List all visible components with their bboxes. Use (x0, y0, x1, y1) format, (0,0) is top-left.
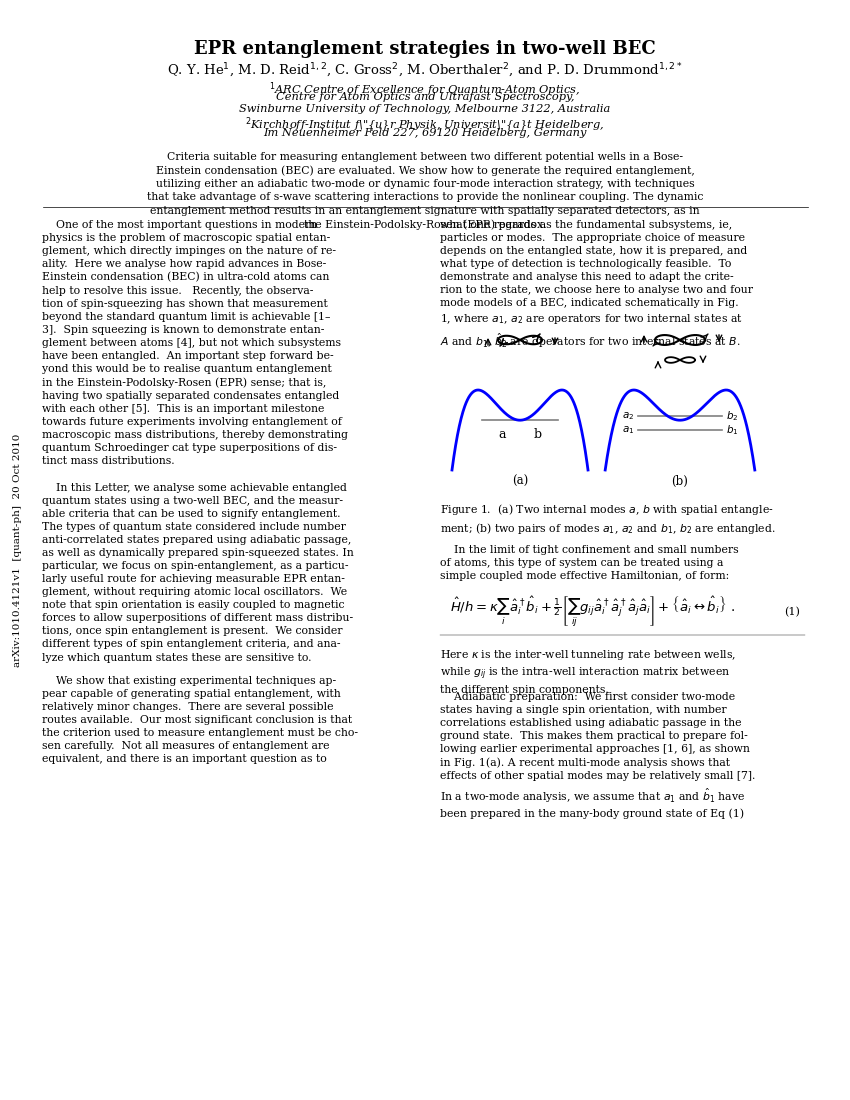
Text: In this Letter, we analyse some achievable entangled
quantum states using a two-: In this Letter, we analyse some achievab… (42, 483, 354, 662)
Text: Q. Y. He$^1$, M. D. Reid$^{1,2}$, C. Gross$^2$, M. Oberthaler$^2$, and P. D. Dru: Q. Y. He$^1$, M. D. Reid$^{1,2}$, C. Gro… (167, 62, 683, 80)
Text: $a_1$: $a_1$ (621, 425, 634, 436)
Text: $^1$ARC Centre of Excellence for Quantum-Atom Optics,: $^1$ARC Centre of Excellence for Quantum… (269, 80, 581, 98)
Text: arXiv:1010.4121v1  [quant-ph]  20 Oct 2010: arXiv:1010.4121v1 [quant-ph] 20 Oct 2010 (14, 433, 22, 667)
Text: (1): (1) (784, 607, 800, 617)
Text: b: b (534, 428, 542, 441)
Text: Adiabatic preparation:  We first consider two-mode
states having a single spin o: Adiabatic preparation: We first consider… (440, 692, 756, 818)
Text: Criteria suitable for measuring entanglement between two different potential wel: Criteria suitable for measuring entangle… (147, 152, 703, 230)
Text: Here $\kappa$ is the inter-well tunneling rate between wells,
while $g_{ij}$ is : Here $\kappa$ is the inter-well tunnelin… (440, 648, 736, 695)
Text: $b_1$: $b_1$ (726, 424, 739, 437)
Text: Figure 1.  (a) Two internal modes $a$, $b$ with spatial entangle-
ment; (b) two : Figure 1. (a) Two internal modes $a$, $b… (440, 502, 776, 537)
Text: (a): (a) (512, 475, 528, 488)
Text: One of the most important questions in modern
physics is the problem of macrosco: One of the most important questions in m… (42, 220, 348, 466)
Text: $\hat{H}/h = \kappa \sum_i \hat{a}_i^\dagger \hat{b}_i + \frac{1}{2} \left[ \sum: $\hat{H}/h = \kappa \sum_i \hat{a}_i^\da… (450, 595, 735, 629)
Text: We show that existing experimental techniques ap-
pear capable of generating spa: We show that existing experimental techn… (42, 676, 358, 764)
Text: Centre for Atom Optics and Ultrafast Spectroscopy,: Centre for Atom Optics and Ultrafast Spe… (275, 92, 575, 102)
Text: Swinburne University of Technology, Melbourne 3122, Australia: Swinburne University of Technology, Melb… (240, 104, 610, 114)
Text: Im Neuenheimer Feld 227, 69120 Heidelberg, Germany: Im Neuenheimer Feld 227, 69120 Heidelber… (264, 128, 586, 138)
Text: what one regards as the fundamental subsystems, ie,
particles or modes.  The app: what one regards as the fundamental subs… (440, 220, 753, 350)
Text: EPR entanglement strategies in two-well BEC: EPR entanglement strategies in two-well … (194, 40, 656, 58)
Text: $b_2$: $b_2$ (726, 409, 739, 422)
Text: $^2$Kirchhoff-Institut f\"{u}r Physik, Universit\"{a}t Heidelberg,: $^2$Kirchhoff-Institut f\"{u}r Physik, U… (246, 116, 604, 135)
Text: a: a (498, 428, 506, 441)
Text: (b): (b) (672, 475, 688, 488)
Text: $a_2$: $a_2$ (622, 409, 634, 421)
Text: In the limit of tight confinement and small numbers
of atoms, this type of syste: In the limit of tight confinement and sm… (440, 544, 739, 581)
